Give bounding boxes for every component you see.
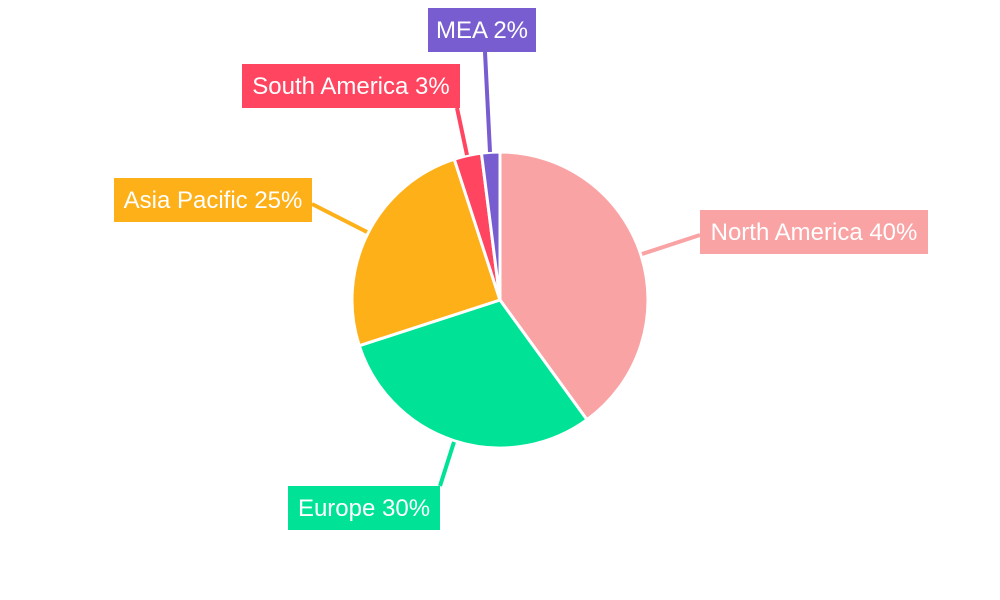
connector-line — [641, 233, 701, 256]
data-label-text: Asia Pacific 25% — [124, 187, 303, 214]
data-label-text: Europe 30% — [298, 495, 430, 522]
data-label-text: North America 40% — [711, 219, 918, 246]
data-label: Europe 30% — [288, 486, 440, 530]
data-label-box — [428, 8, 536, 52]
data-label: MEA 2% — [428, 8, 536, 52]
connector-line — [455, 107, 469, 156]
pie-slice-north-america[interactable] — [498, 150, 650, 422]
data-label: Asia Pacific 25% — [114, 178, 312, 222]
connector-line — [311, 202, 368, 234]
data-label-box — [242, 64, 460, 108]
pie-slice-europe[interactable] — [357, 298, 590, 450]
data-label-box — [288, 486, 440, 530]
pie-slice-mea[interactable] — [479, 150, 502, 301]
data-label-text: South America 3% — [252, 73, 449, 100]
data-label: South America 3% — [242, 64, 460, 108]
connector-line — [483, 51, 492, 153]
data-label-box — [700, 210, 928, 254]
connector-line — [438, 441, 456, 487]
data-label-text: MEA 2% — [436, 17, 528, 44]
pie-slice-asia-pacific[interactable] — [350, 157, 502, 348]
data-label: North America 40% — [700, 210, 928, 254]
data-label-box — [114, 178, 312, 222]
